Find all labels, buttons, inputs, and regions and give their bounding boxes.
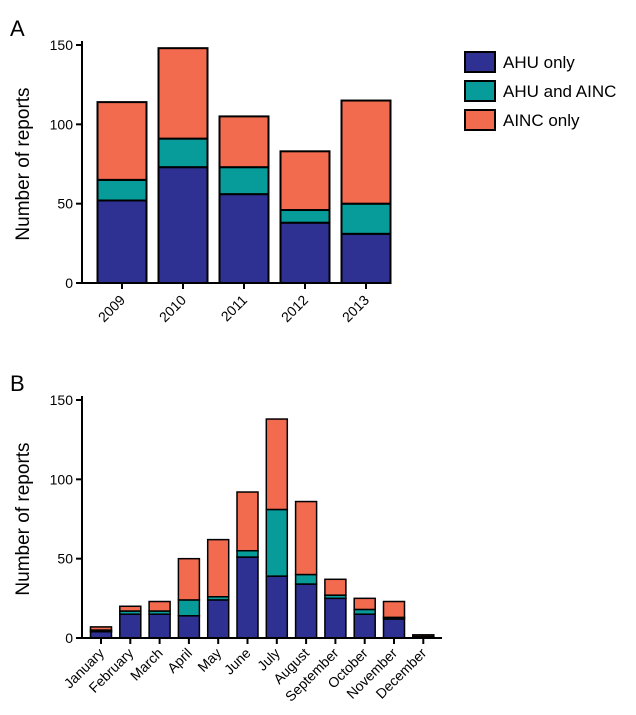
panel-b-bar-january-ainc-only xyxy=(89,626,113,631)
chart-panel-a: A Number of reports 0 50 100 150 2009 2010 201… xyxy=(10,16,616,325)
panel-a-bar-2012-ahu-only xyxy=(279,221,331,284)
panel-b-bar-october-ainc-only xyxy=(353,597,376,611)
legend-swatch-ahu-and-ainc xyxy=(464,80,496,102)
panel-b-bar-may-ainc-only xyxy=(206,538,230,598)
panel-b-bar-november-ahu-only xyxy=(382,618,406,639)
panel-a-bar-2012-ahu-and-ainc xyxy=(279,209,331,224)
panel-b-y-tick-label-100: 100 xyxy=(50,471,74,487)
panel-b-bar-august-ahu-and-ainc xyxy=(294,573,318,585)
panel-a-x-tick-label-2009: 2009 xyxy=(95,292,128,325)
panel-a-x-tick-label-2010: 2010 xyxy=(156,292,189,325)
panel-b-bar-march-ainc-only xyxy=(148,600,171,612)
panel-b-label: B xyxy=(10,371,25,396)
panel-a-x-tick-label-2011: 2011 xyxy=(218,292,251,325)
panel-b-y-tick-label-150: 150 xyxy=(50,392,74,408)
legend-swatch-ahu-only xyxy=(464,51,496,73)
panel-b-bar-february-ahu-only xyxy=(119,613,142,639)
legend-swatch-ainc-only xyxy=(464,109,496,131)
panel-b-bar-may-ahu-only xyxy=(206,599,230,639)
panel-a-x-tick-label-2012: 2012 xyxy=(278,292,311,325)
panel-a-bar-2010-ahu-only xyxy=(157,166,209,285)
panel-a-bar-2012-ainc-only xyxy=(279,150,331,212)
panel-b-x-tick-label-may: May xyxy=(194,645,224,675)
panel-b-y-axis-title: Number of reports xyxy=(13,442,34,595)
panel-b-bar-february-ainc-only xyxy=(119,605,142,612)
panel-b-x-tick-label-april: April xyxy=(164,645,195,676)
panel-b-bar-june-ainc-only xyxy=(236,491,259,552)
panel-b-bar-august-ahu-only xyxy=(294,583,318,639)
panel-b-bar-september-ahu-only xyxy=(324,597,347,639)
panel-b-bar-august-ainc-only xyxy=(294,500,318,576)
panel-a-x-tick-label-2013: 2013 xyxy=(339,292,372,325)
panel-a-bar-2011-ainc-only xyxy=(218,115,270,169)
chart-panel-b: B Number of reports 050100150JanuaryFebr… xyxy=(10,371,442,705)
panel-b-y-tick-label-0: 0 xyxy=(65,630,73,646)
legend-label-ahu-only: AHU only xyxy=(503,53,575,72)
panel-a-bar-2011-ahu-and-ainc xyxy=(218,166,270,196)
panel-a-bar-2013-ahu-only xyxy=(340,232,392,285)
panel-b-bar-june-ahu-and-ainc xyxy=(236,549,259,558)
panel-b-x-tick-label-june: June xyxy=(221,645,254,678)
panel-b-bars xyxy=(89,418,435,639)
legend-label-ainc-only: AINC only xyxy=(503,111,580,130)
panel-b-bar-july-ahu-and-ainc xyxy=(265,508,289,577)
panel-a-label: A xyxy=(10,16,25,41)
panel-b-bar-july-ahu-only xyxy=(265,575,289,639)
panel-a-y-tick-label-0: 0 xyxy=(65,275,73,291)
panel-b-x-tick-label-march: March xyxy=(127,645,166,684)
panel-a-bar-2013-ahu-and-ainc xyxy=(340,202,392,235)
panel-a-bar-2010-ahu-and-ainc xyxy=(157,137,209,169)
panel-b-bar-april-ainc-only xyxy=(177,557,201,601)
panel-a-bar-2009-ahu-and-ainc xyxy=(96,178,148,202)
panel-b-bar-march-ahu-only xyxy=(148,613,171,639)
panel-a-bar-2009-ainc-only xyxy=(96,101,148,181)
legend-label-ahu-and-ainc: AHU and AINC xyxy=(503,82,616,101)
panel-a-bar-2013-ainc-only xyxy=(340,99,392,205)
panel-a-y-tick-label-100: 100 xyxy=(50,116,74,132)
panel-b-bar-july-ainc-only xyxy=(265,418,289,511)
panel-b-bar-april-ahu-only xyxy=(177,615,201,639)
panel-b-bar-december-ainc-only xyxy=(412,634,435,638)
panel-b-bar-november-ainc-only xyxy=(382,600,406,619)
panel-a-bars xyxy=(96,47,392,285)
panel-a-legend: AHU only AHU and AINC AINC only xyxy=(464,51,616,131)
panel-a-bar-2009-ahu-only xyxy=(96,199,148,284)
panel-a-bar-2011-ahu-only xyxy=(218,193,270,284)
panel-a-bar-2010-ainc-only xyxy=(157,47,209,140)
panel-b-y-tick-label-50: 50 xyxy=(57,551,73,567)
panel-b-bar-october-ahu-only xyxy=(353,613,376,639)
panel-a-y-axis-title: Number of reports xyxy=(13,87,34,240)
panel-b-bar-september-ainc-only xyxy=(324,578,347,596)
panel-a-y-tick-label-150: 150 xyxy=(50,37,74,53)
panel-b-bar-april-ahu-and-ainc xyxy=(177,599,201,617)
panel-b-bar-june-ahu-only xyxy=(236,556,259,639)
panel-a-y-tick-label-50: 50 xyxy=(57,196,73,212)
